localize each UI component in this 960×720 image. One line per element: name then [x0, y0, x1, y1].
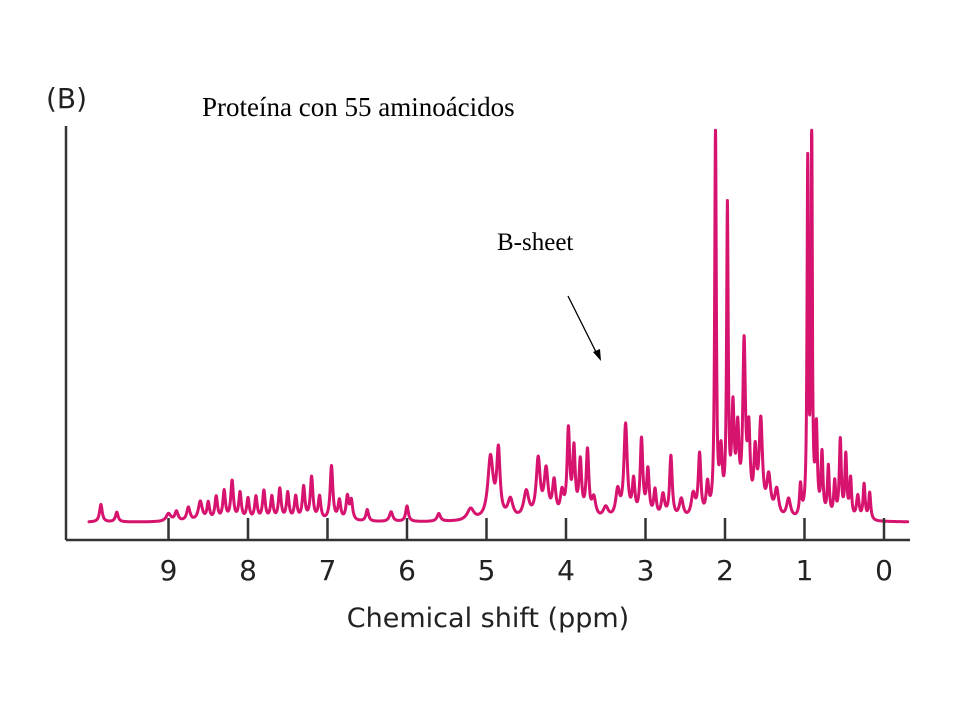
annotation-label-b-sheet: B-sheet: [497, 229, 573, 256]
x-tick-label-8: 8: [239, 554, 257, 587]
annotation-arrow: [567, 295, 599, 357]
annotation-arrowhead: [593, 349, 601, 361]
x-axis-ticks: 9 8 7 6 5 4 3 2 1 0: [160, 518, 893, 587]
x-tick-label-5: 5: [478, 554, 496, 587]
chart-title: Proteína con 55 aminoácidos: [202, 92, 515, 122]
x-tick-label-4: 4: [557, 554, 575, 587]
x-tick-label-2: 2: [716, 554, 734, 587]
x-tick-label-7: 7: [319, 554, 337, 587]
x-tick-label-6: 6: [398, 554, 416, 587]
x-tick-label-3: 3: [637, 554, 655, 587]
x-tick-label-1: 1: [796, 554, 814, 587]
panel-label: (B): [46, 82, 87, 115]
x-tick-label-9: 9: [160, 554, 178, 587]
x-axis-label: Chemical shift (ppm): [347, 603, 629, 634]
x-tick-label-0: 0: [875, 554, 893, 587]
spectrum-line: [87, 128, 910, 524]
